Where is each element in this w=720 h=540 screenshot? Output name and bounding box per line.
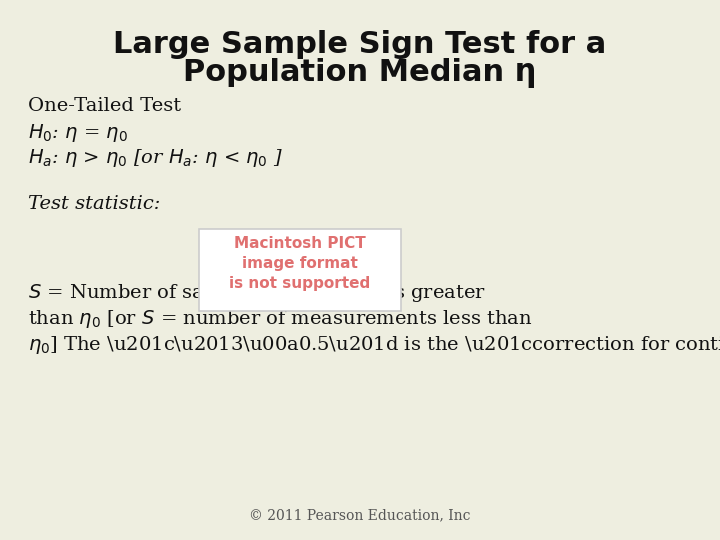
Text: $H_0$: $\eta$ = $\eta_0$: $H_0$: $\eta$ = $\eta_0$ [28,122,128,144]
FancyBboxPatch shape [199,229,401,311]
Text: One-Tailed Test: One-Tailed Test [28,97,181,115]
Text: © 2011 Pearson Education, Inc: © 2011 Pearson Education, Inc [249,508,471,522]
Text: Test statistic:: Test statistic: [28,195,161,213]
Text: Population Median η: Population Median η [184,58,536,88]
Text: than $\eta_0$ [or $S$ = number of measurements less than: than $\eta_0$ [or $S$ = number of measur… [28,308,533,330]
Text: Large Sample Sign Test for a: Large Sample Sign Test for a [113,30,607,59]
Text: $S$ = Number of sample measurements greater: $S$ = Number of sample measurements grea… [28,282,486,304]
Text: $\eta_0$] The \u201c\u2013\u00a0.5\u201d is the \u201ccorrection for continuity.: $\eta_0$] The \u201c\u2013\u00a0.5\u201d… [28,334,720,356]
Text: Macintosh PICT
image format
is not supported: Macintosh PICT image format is not suppo… [230,236,371,291]
Text: $H_a$: $\eta$ > $\eta_0$ [or $H_a$: $\eta$ < $\eta_0$ ]: $H_a$: $\eta$ > $\eta_0$ [or $H_a$: $\et… [28,147,283,169]
